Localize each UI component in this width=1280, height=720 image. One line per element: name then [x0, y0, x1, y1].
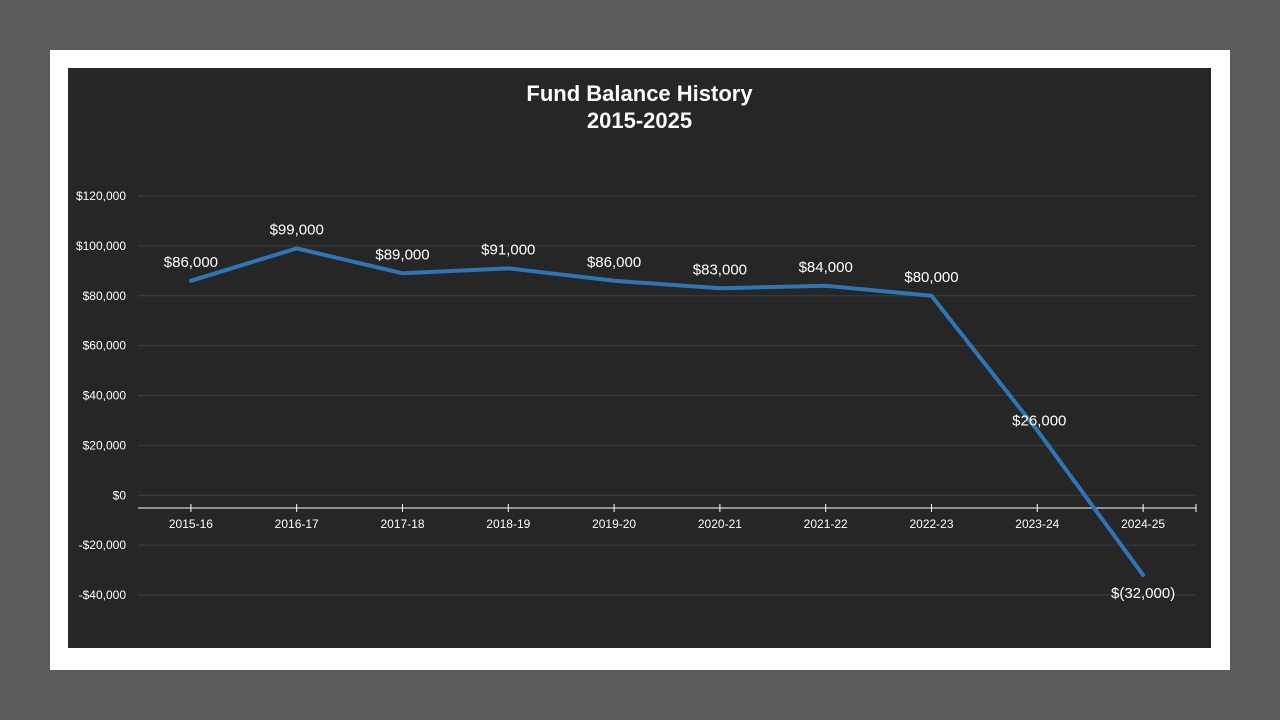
x-tick-label: 2015-16 — [169, 517, 213, 531]
data-label: $80,000 — [904, 269, 958, 286]
y-tick-label: $40,000 — [83, 389, 127, 403]
x-tick-label: 2021-22 — [804, 517, 848, 531]
data-label: $86,000 — [164, 254, 218, 271]
data-label: $86,000 — [587, 254, 641, 271]
line-plot: $120,000 $100,000 $80,000 $60,000 $40,000 $20… — [76, 189, 1197, 602]
x-tick-label: 2022-23 — [909, 517, 953, 531]
x-tick-label: 2018-19 — [486, 517, 530, 531]
y-tick-label: $120,000 — [76, 189, 126, 203]
data-label: $(32,000) — [1111, 585, 1175, 602]
x-tick-label: 2016-17 — [275, 517, 319, 531]
data-label: $84,000 — [799, 259, 853, 276]
series-line-fund-balance — [188, 246, 1146, 578]
data-label: $99,000 — [270, 221, 324, 238]
chart-title-line2: 2015-2025 — [586, 108, 693, 133]
y-tick-label: $80,000 — [83, 289, 127, 303]
data-label: $89,000 — [375, 246, 429, 263]
x-tick-label: 2020-21 — [698, 517, 742, 531]
chart-area: Fund Balance History 2015-2025 $120,000 $… — [68, 68, 1211, 648]
x-tick-label: 2019-20 — [592, 517, 636, 531]
chart-title-line1: Fund Balance History — [526, 81, 753, 106]
y-tick-label: $0 — [113, 488, 127, 502]
x-tick-label: 2017-18 — [380, 517, 424, 531]
y-tick-label: -$40,000 — [79, 588, 127, 602]
chart-title: Fund Balance History 2015-2025 — [68, 80, 1211, 134]
data-label: $91,000 — [481, 241, 535, 258]
y-tick-label: $60,000 — [83, 339, 127, 353]
data-label: $83,000 — [693, 261, 747, 278]
x-tick-label: 2024-25 — [1121, 517, 1165, 531]
x-tick-label: 2023-24 — [1015, 517, 1059, 531]
data-label: $26,000 — [1012, 412, 1066, 429]
y-tick-label: $20,000 — [83, 438, 127, 452]
y-tick-label: $100,000 — [76, 239, 126, 253]
y-tick-label: -$20,000 — [79, 538, 127, 552]
